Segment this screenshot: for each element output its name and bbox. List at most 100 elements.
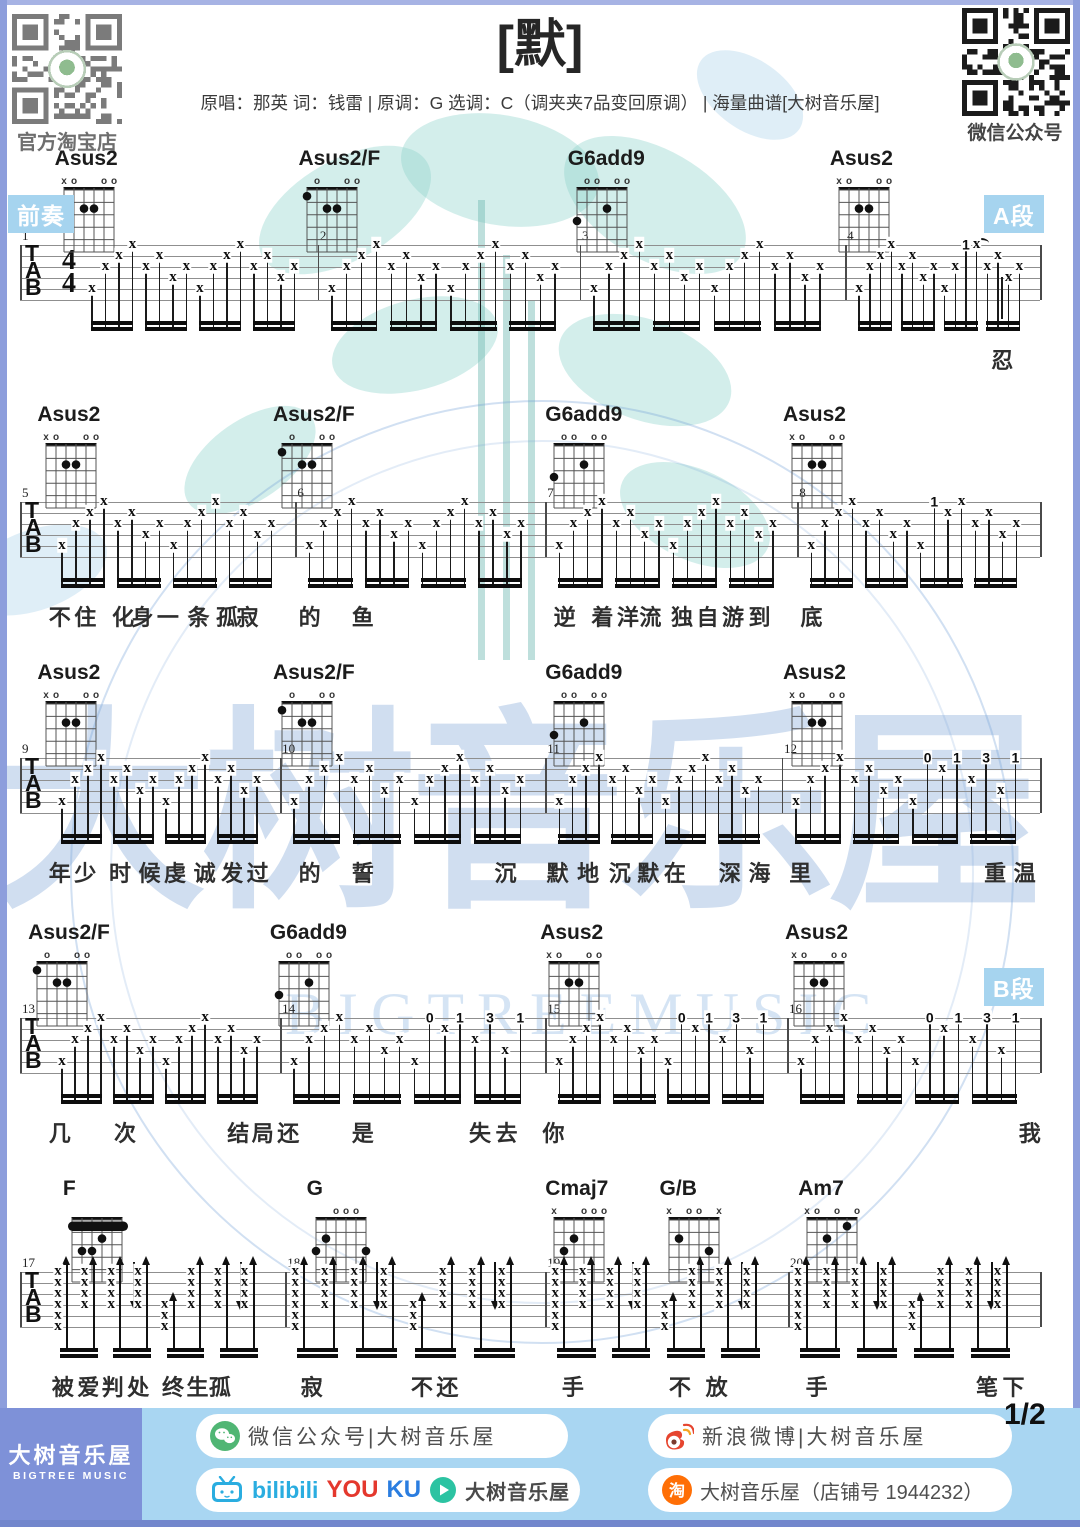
bilibili-youku-badge[interactable]: bilibili YOU KU 大树音乐屋 xyxy=(196,1468,580,1512)
staff-line xyxy=(20,524,1040,525)
lyric-syllable: 沉 xyxy=(494,861,517,886)
note-stem xyxy=(718,785,720,840)
beam-bar xyxy=(611,834,654,838)
tab-x-mark: x xyxy=(475,246,486,263)
svg-text:x: x xyxy=(789,432,795,443)
barline xyxy=(20,245,22,300)
strum-x-mark: x xyxy=(290,1273,300,1290)
note-stem xyxy=(186,529,189,584)
beam-bar xyxy=(721,1354,760,1358)
tab-x-mark: x xyxy=(500,781,510,798)
strum-x-mark: x xyxy=(239,1273,250,1290)
page-title: [默] xyxy=(496,16,584,74)
tab-x-mark: x xyxy=(1003,268,1014,285)
tab-x-mark: x xyxy=(446,279,456,296)
note-stem xyxy=(683,283,686,327)
tab-x-mark: x xyxy=(364,759,375,776)
tab-x-mark: x xyxy=(83,759,93,776)
beam-bar xyxy=(353,1100,401,1104)
note-stem xyxy=(593,294,595,327)
note-stem xyxy=(789,261,791,327)
measure-number: 3 xyxy=(581,228,589,243)
note-stem xyxy=(266,261,269,327)
lyric-syllable: 还 xyxy=(277,1121,300,1146)
beam-bar xyxy=(172,578,217,582)
weibo-badge[interactable]: 新浪微博|大树音乐屋 xyxy=(648,1414,1012,1458)
taobao-badge[interactable]: 淘大树音乐屋（店铺号 1944232） xyxy=(648,1468,1012,1512)
beam-bar xyxy=(558,1094,602,1098)
svg-text:o: o xyxy=(571,432,577,443)
note-stem xyxy=(819,272,821,327)
note-stem xyxy=(131,518,133,584)
strum-x-mark: x xyxy=(186,1262,196,1279)
note-stem xyxy=(744,796,747,840)
tab-x-mark: x xyxy=(252,525,263,542)
tab-x-mark: x xyxy=(96,748,106,765)
tab-x-mark: x xyxy=(304,770,314,787)
beam-bar xyxy=(308,578,353,582)
strum-x-mark: x xyxy=(467,1262,478,1279)
tab-x-mark: x xyxy=(416,268,426,285)
tab-x-mark: x xyxy=(694,257,705,274)
lyric-syllable: 不 xyxy=(668,1375,691,1400)
beam-bar xyxy=(217,1100,259,1104)
beam-bar xyxy=(900,321,935,325)
barline xyxy=(20,758,22,813)
tab-x-mark: x xyxy=(583,503,593,520)
tab-x-mark: x xyxy=(554,792,565,809)
note-stem xyxy=(117,529,119,584)
note-stem xyxy=(152,785,154,840)
strum-up-arrowhead xyxy=(358,1256,367,1265)
beam-bar xyxy=(61,1100,103,1104)
staff-line xyxy=(20,1029,1040,1030)
beam-bar xyxy=(165,840,207,844)
note-stem xyxy=(865,529,867,584)
strum-up-arrow xyxy=(199,1263,202,1352)
strum-up-arrowhead xyxy=(802,1256,811,1265)
bilibili-icon xyxy=(210,1476,244,1504)
strum-x-mark: x xyxy=(964,1273,974,1290)
lyric-syllable: 深 xyxy=(718,861,741,886)
strum-x-mark: x xyxy=(290,1317,300,1334)
fret-number: 0 xyxy=(922,749,933,766)
note-stem xyxy=(640,1056,642,1100)
note-stem xyxy=(800,1067,802,1100)
note-stem xyxy=(857,1045,859,1100)
footer-bar: 大树音乐屋 BIGTREE MUSIC 微信公众号|大树音乐屋 新浪微博|大树音乐… xyxy=(0,1408,1080,1520)
note-stem xyxy=(429,785,431,840)
beam-bar xyxy=(911,834,958,838)
beam-bar xyxy=(293,1100,341,1104)
strum-down-arrowhead xyxy=(490,1301,499,1310)
note-stem xyxy=(494,250,497,327)
note-stem xyxy=(405,261,407,327)
staff-line xyxy=(20,300,1040,301)
beam-bar xyxy=(113,1348,151,1352)
tab-x-mark: x xyxy=(289,792,299,809)
staff-line xyxy=(20,1040,1040,1041)
strum-x-mark: x xyxy=(714,1284,725,1301)
note-stem xyxy=(900,1045,902,1100)
lyric-syllable: 虔 xyxy=(164,861,187,886)
fret-number: 1 xyxy=(758,1009,769,1026)
lyric-syllable: 里 xyxy=(789,861,812,886)
tab-x-mark: x xyxy=(379,1041,390,1058)
tab-x-mark: x xyxy=(554,536,565,553)
bilibili-youku-badge-label: YOU xyxy=(326,1476,379,1503)
strum-x-mark: x xyxy=(53,1295,63,1312)
lyric-syllable: 次 xyxy=(114,1121,137,1146)
beam-bar xyxy=(297,1354,338,1358)
tab-x-mark: x xyxy=(409,792,420,809)
tab-x-mark: x xyxy=(213,1030,223,1047)
wechat-badge[interactable]: 微信公众号|大树音乐屋 xyxy=(196,1414,568,1458)
strum-x-mark: x xyxy=(741,1262,752,1279)
note-stem xyxy=(242,518,245,584)
beam-bar xyxy=(198,321,242,325)
note-stem xyxy=(489,1023,491,1100)
strum-up-arrow xyxy=(590,1263,593,1352)
lyric-syllable: 放 xyxy=(705,1375,728,1400)
svg-text:o: o xyxy=(571,690,577,701)
svg-text:o: o xyxy=(353,1206,359,1217)
page-edge-right xyxy=(1073,0,1080,1408)
barline xyxy=(788,1272,790,1327)
